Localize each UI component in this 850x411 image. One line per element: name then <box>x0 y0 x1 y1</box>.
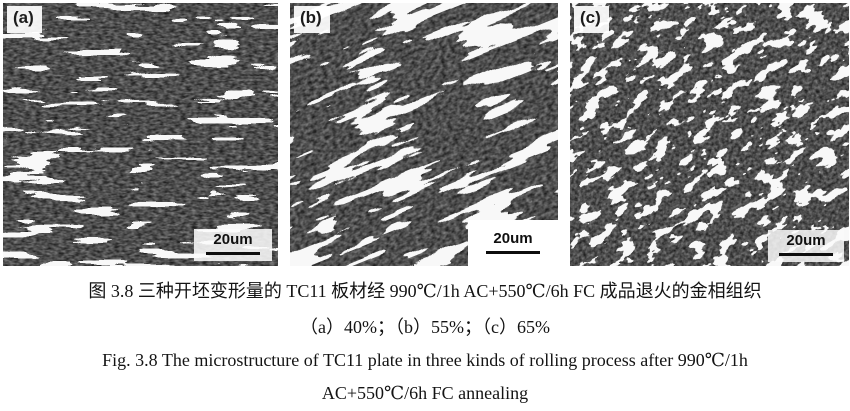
caption-en-line1: Fig. 3.8 The microstructure of TC11 plat… <box>102 350 748 370</box>
panel-label-c: (c) <box>574 6 609 33</box>
scale-bar-label-b: 20um <box>493 229 533 247</box>
micrograph-texture-b <box>290 3 558 266</box>
scale-bar-label-c: 20um <box>786 231 826 249</box>
scale-bar-line-b <box>486 251 540 254</box>
caption-zh-sub: （a）40%；（b）55%；（c）65% <box>300 317 550 337</box>
scale-bar-b: 20um <box>468 219 558 266</box>
scale-bar-label-a: 20um <box>213 230 253 248</box>
micrograph-panel-c: (c) 20um <box>570 3 849 266</box>
caption-en-line2: AC+550℃/6h FC annealing <box>321 383 529 403</box>
panel-label-b: (b) <box>294 6 330 33</box>
panel-label-a: (a) <box>7 6 42 33</box>
micrograph-panel-b: (b) 20um <box>290 3 558 266</box>
micrograph-texture-a <box>3 3 278 266</box>
scale-bar-a: 20um <box>194 228 272 261</box>
scale-bar-line-c <box>779 253 833 256</box>
caption-zh-main: 图 3.8 三种开坯变形量的 TC11 板材经 990℃/1h AC+550℃/… <box>88 281 762 301</box>
scale-bar-line-a <box>206 252 260 255</box>
micrograph-panel-a: (a) 20um <box>3 3 278 266</box>
micrograph-texture-c <box>570 3 849 266</box>
scale-bar-c: 20um <box>768 229 844 262</box>
